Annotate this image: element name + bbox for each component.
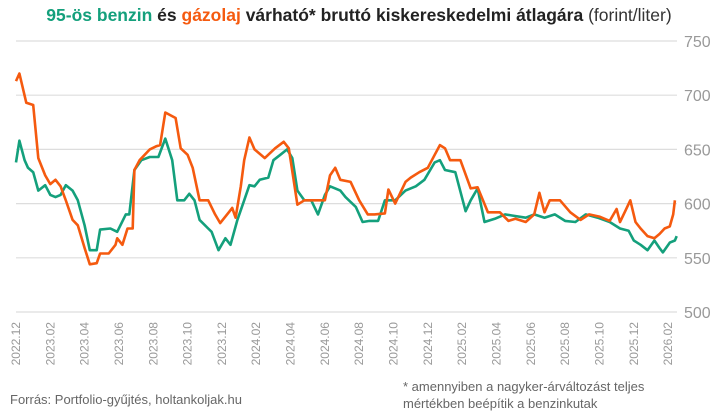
x-tick-label: 2025.02 [455,322,469,366]
x-tick-label: 2024.06 [318,322,332,366]
x-tick-label: 2024.04 [284,322,298,366]
y-tick-label: 650 [684,142,711,159]
footnote-line-2: mértékben beépítik a benzinkutak [403,396,598,411]
x-tick-label: 2023.02 [43,322,57,366]
x-tick-label: 2026.02 [661,322,675,366]
x-tick-label: 2025.04 [489,322,503,366]
x-tick-label: 2025.10 [592,322,606,366]
x-tick-label: 2023.04 [78,322,92,366]
x-tick-label: 2025.08 [558,322,572,366]
x-tick-label: 2024.10 [387,322,401,366]
x-tick-label: 2025.12 [627,322,641,366]
x-tick-label: 2024.12 [421,322,435,366]
x-tick-label: 2023.12 [215,322,229,366]
title-conj: és [152,5,182,25]
source-text: Forrás: Portfolio-gyűjtés, holtankoljak.… [10,392,242,407]
y-tick-label: 700 [684,88,711,105]
x-tick-label: 2023.10 [181,322,195,366]
y-tick-label: 600 [684,197,711,214]
footnote: * amennyiben a nagyker-árváltozást telje… [403,378,713,412]
x-tick-label: 2023.06 [112,322,126,366]
x-tick-label: 2022.12 [9,322,23,366]
series-gazolaj-line [14,72,677,266]
y-tick-label: 550 [684,251,711,268]
footnote-line-1: * amennyiben a nagyker-árváltozást telje… [403,379,645,394]
title-benzin: 95-ös benzin [46,5,153,25]
x-tick-label: 2025.06 [524,322,538,366]
title-gazolaj: gázolaj [181,5,241,25]
x-tick-label: 2023.08 [146,322,160,366]
title-unit: (forint/liter) [588,5,672,25]
chart-title: 95-ös benzin és gázolaj várható* bruttó … [0,5,718,26]
y-tick-label: 750 [684,34,711,51]
x-tick-label: 2024.08 [352,322,366,366]
x-tick-label: 2024.02 [249,322,263,366]
title-rest: várható* bruttó kiskereskedelmi átlagára [240,5,589,25]
series-benzin-line [14,137,678,254]
y-tick-label: 500 [684,305,711,322]
